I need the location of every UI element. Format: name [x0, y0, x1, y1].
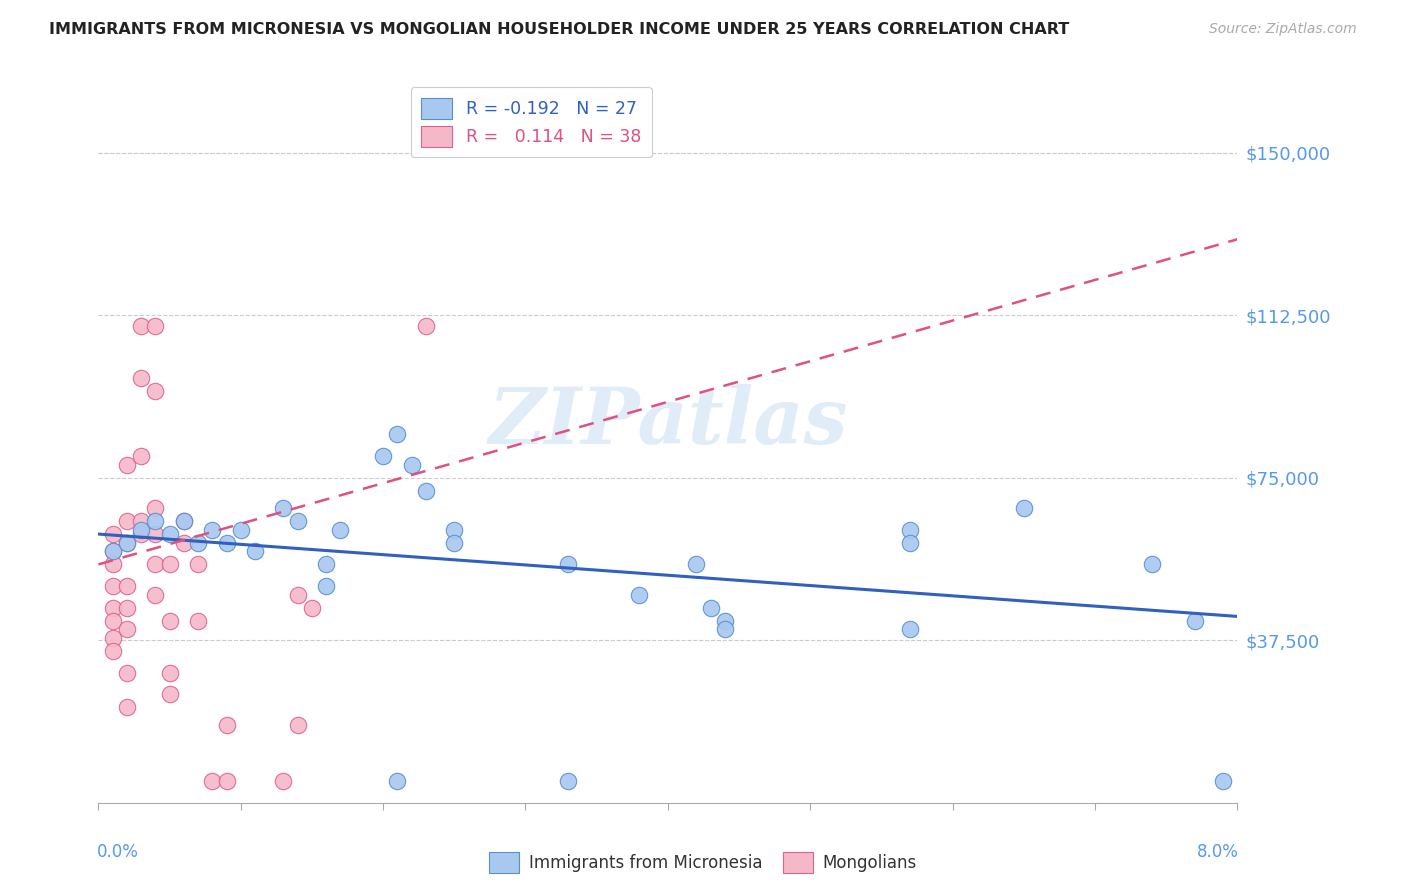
Point — [129, 523, 152, 537]
Point — [229, 523, 252, 537]
Point — [101, 544, 124, 558]
Point — [287, 718, 309, 732]
Point — [273, 774, 295, 789]
Point — [101, 631, 124, 645]
Point — [145, 514, 167, 528]
Point — [101, 544, 124, 558]
Text: 0.0%: 0.0% — [97, 843, 139, 861]
Point — [443, 535, 465, 549]
Point — [187, 614, 209, 628]
Point — [387, 774, 409, 789]
Text: 8.0%: 8.0% — [1197, 843, 1239, 861]
Point — [443, 523, 465, 537]
Point — [315, 558, 337, 572]
Point — [387, 427, 409, 442]
Point — [415, 483, 437, 498]
Point — [173, 514, 195, 528]
Point — [129, 449, 152, 463]
Point — [129, 527, 152, 541]
Point — [115, 535, 138, 549]
Point — [1212, 774, 1234, 789]
Point — [1184, 614, 1206, 628]
Point — [159, 688, 181, 702]
Point — [371, 449, 394, 463]
Point — [1012, 501, 1035, 516]
Point — [115, 458, 138, 472]
Point — [215, 535, 238, 549]
Point — [159, 665, 181, 680]
Point — [159, 527, 181, 541]
Point — [243, 544, 266, 558]
Point — [557, 774, 579, 789]
Point — [129, 371, 152, 385]
Point — [215, 774, 238, 789]
Point — [187, 558, 209, 572]
Point — [129, 318, 152, 333]
Point — [115, 623, 138, 637]
Point — [145, 527, 167, 541]
Point — [301, 600, 323, 615]
Point — [329, 523, 352, 537]
Point — [315, 579, 337, 593]
Text: IMMIGRANTS FROM MICRONESIA VS MONGOLIAN HOUSEHOLDER INCOME UNDER 25 YEARS CORREL: IMMIGRANTS FROM MICRONESIA VS MONGOLIAN … — [49, 22, 1070, 37]
Point — [187, 535, 209, 549]
Point — [115, 700, 138, 714]
Point — [287, 588, 309, 602]
Point — [115, 600, 138, 615]
Point — [173, 514, 195, 528]
Point — [101, 558, 124, 572]
Point — [101, 579, 124, 593]
Point — [287, 514, 309, 528]
Point — [145, 501, 167, 516]
Point — [201, 523, 224, 537]
Point — [173, 535, 195, 549]
Point — [145, 558, 167, 572]
Point — [145, 588, 167, 602]
Point — [159, 558, 181, 572]
Point — [699, 600, 721, 615]
Text: ZIPatlas: ZIPatlas — [488, 384, 848, 460]
Point — [714, 614, 737, 628]
Point — [115, 665, 138, 680]
Point — [101, 600, 124, 615]
Point — [898, 535, 921, 549]
Point — [685, 558, 707, 572]
Text: Source: ZipAtlas.com: Source: ZipAtlas.com — [1209, 22, 1357, 37]
Point — [101, 527, 124, 541]
Legend: Immigrants from Micronesia, Mongolians: Immigrants from Micronesia, Mongolians — [482, 846, 924, 880]
Point — [714, 623, 737, 637]
Point — [215, 718, 238, 732]
Point — [401, 458, 423, 472]
Point — [628, 588, 651, 602]
Point — [201, 774, 224, 789]
Point — [115, 535, 138, 549]
Point — [159, 614, 181, 628]
Point — [898, 623, 921, 637]
Point — [1140, 558, 1163, 572]
Point — [145, 384, 167, 398]
Point — [115, 514, 138, 528]
Point — [273, 501, 295, 516]
Point — [898, 523, 921, 537]
Point — [101, 614, 124, 628]
Point — [145, 318, 167, 333]
Legend: R = -0.192   N = 27, R =   0.114   N = 38: R = -0.192 N = 27, R = 0.114 N = 38 — [411, 87, 652, 158]
Point — [415, 318, 437, 333]
Point — [115, 579, 138, 593]
Point — [129, 514, 152, 528]
Point — [557, 558, 579, 572]
Point — [101, 644, 124, 658]
